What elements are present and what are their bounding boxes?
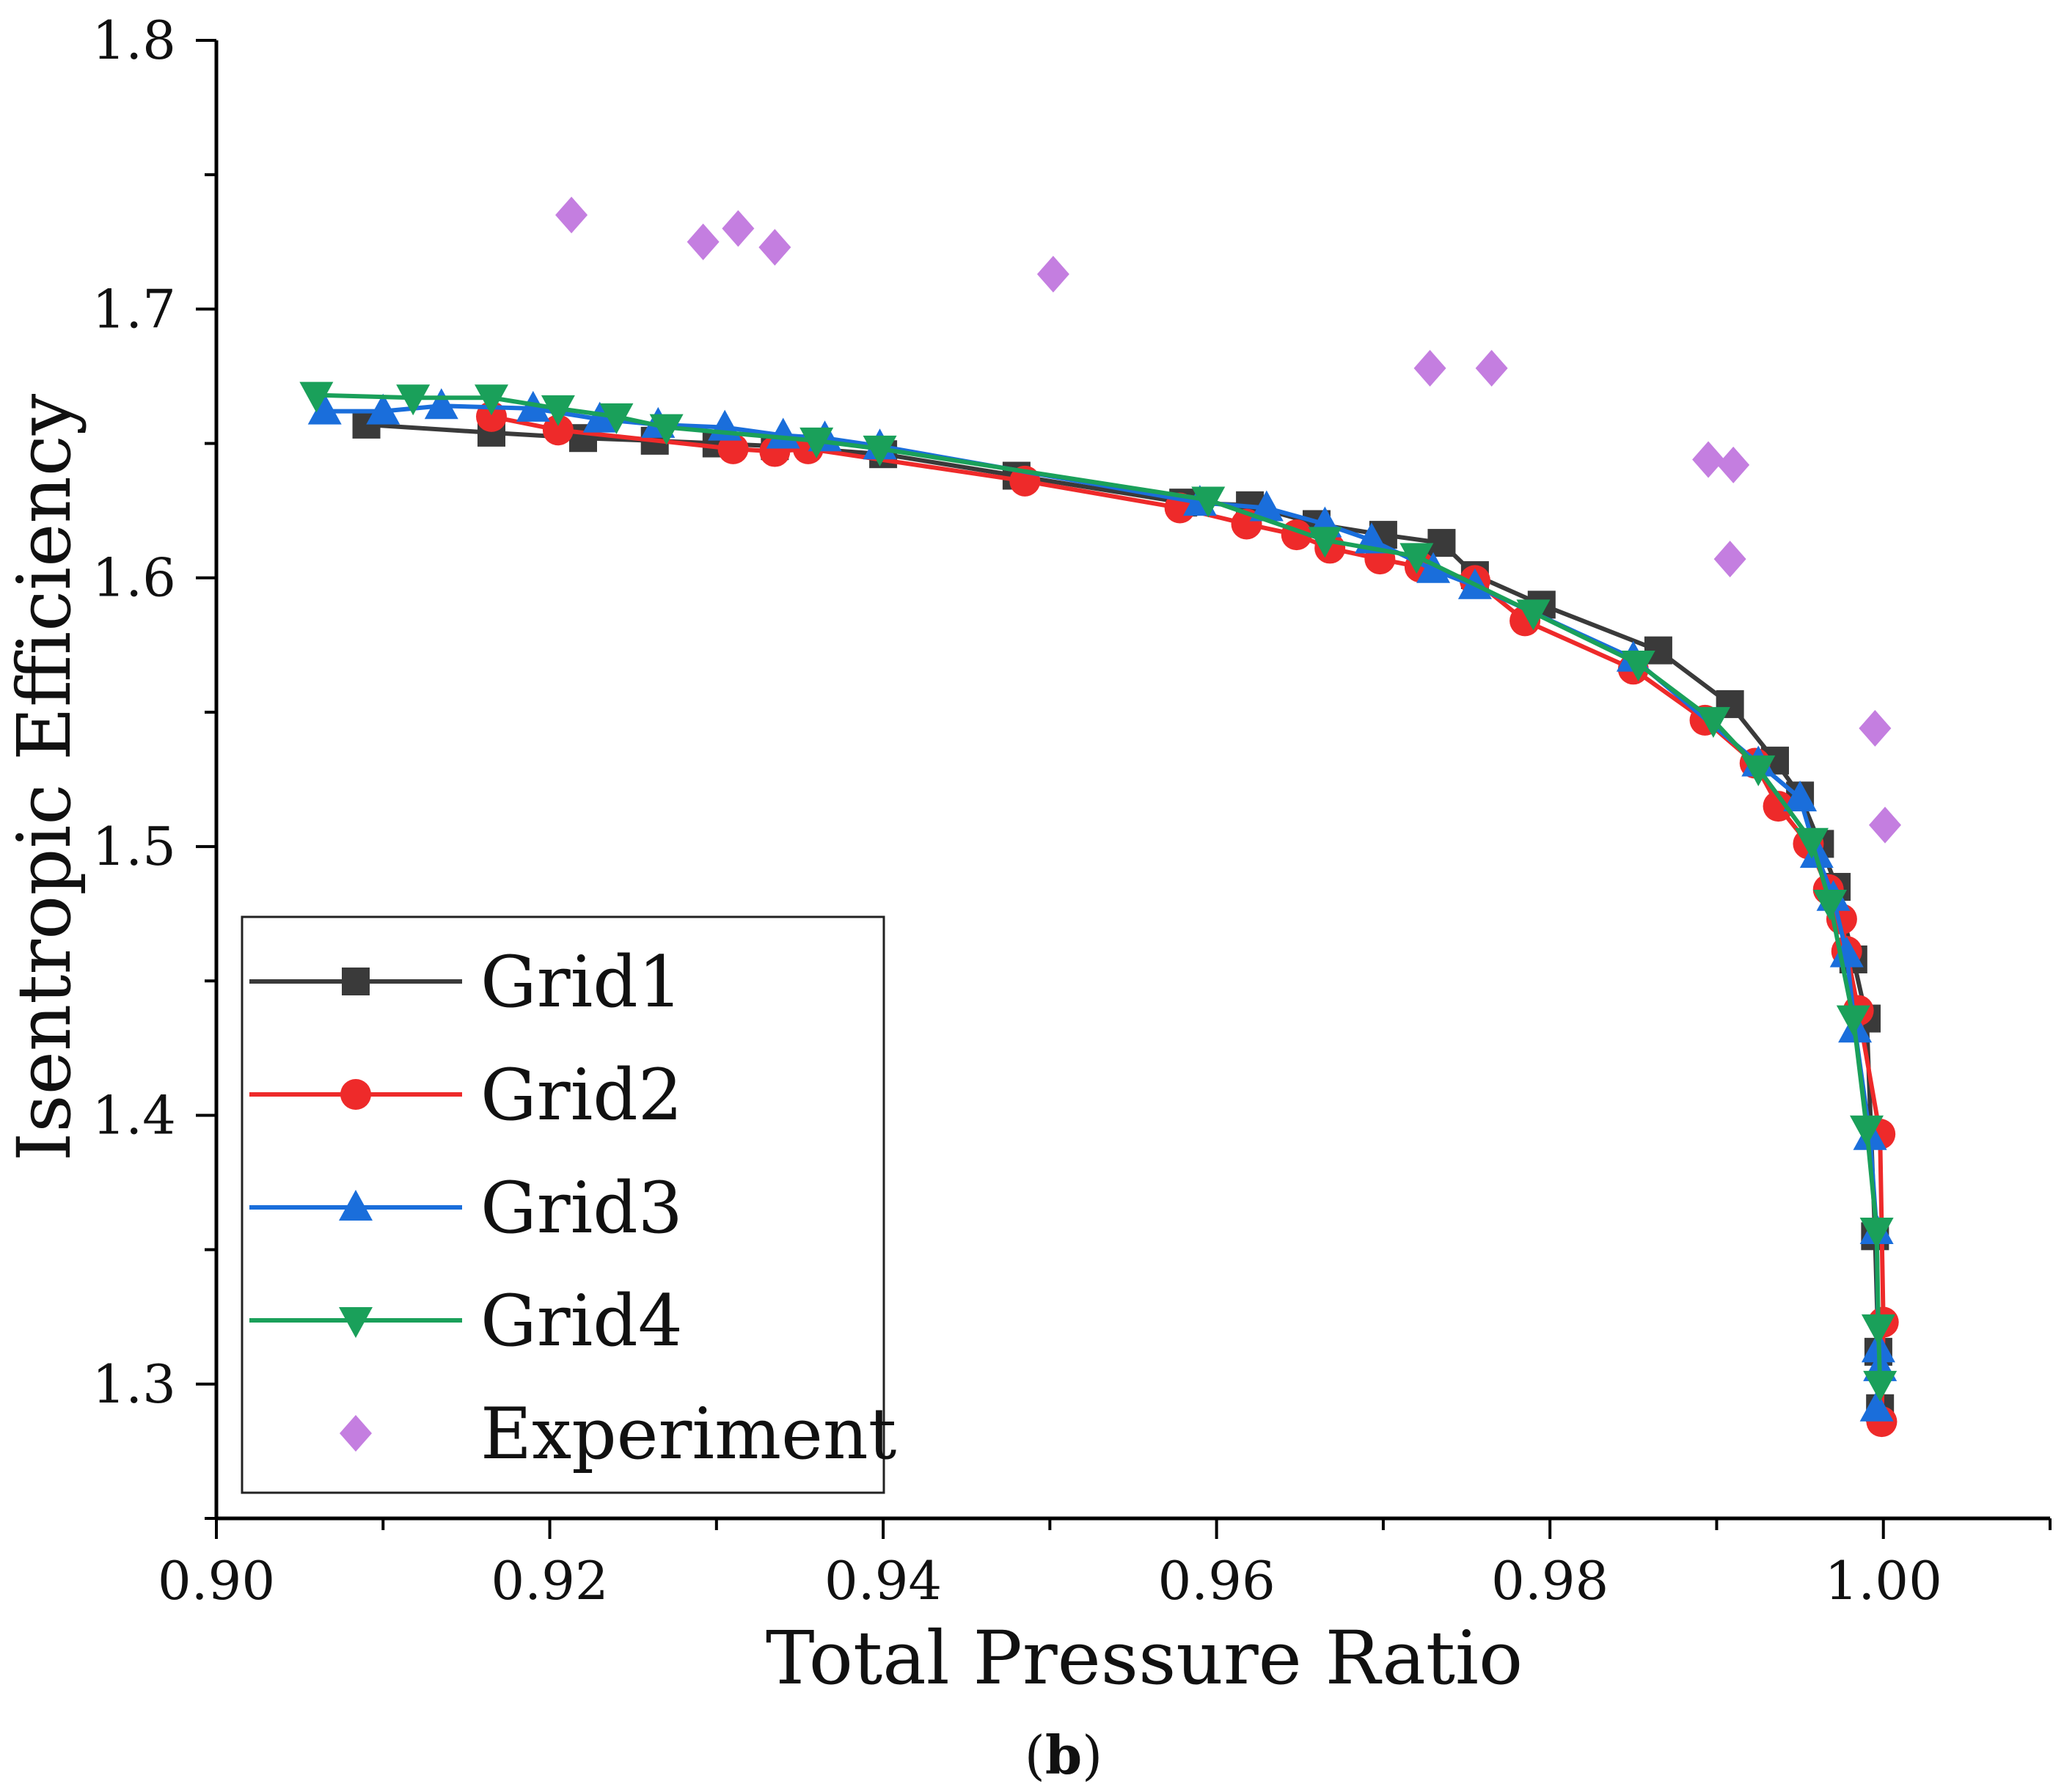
data-point-grid3: [582, 401, 617, 433]
data-point-experiment: [1413, 349, 1446, 387]
data-point-grid4: [1191, 486, 1226, 518]
data-point-grid4: [1859, 1217, 1894, 1248]
legend-marker: [339, 1307, 373, 1338]
series-experiment: [555, 197, 1901, 844]
data-point-grid4: [1836, 1005, 1870, 1036]
x-ticks: 0.90 0.92 0.94 0.96 0.98 1.00: [158, 1518, 2052, 1612]
x-tick-label: 0.90: [158, 1550, 275, 1612]
data-point-grid4: [1813, 890, 1847, 921]
data-point-experiment: [1475, 349, 1508, 387]
y-axis-title: Isentropic Efficiency: [1, 393, 87, 1161]
data-point-grid4: [599, 403, 634, 434]
legend-entry-grid1: Grid1: [249, 941, 683, 1023]
caption-letter: b: [1045, 1724, 1082, 1786]
legend-entry-grid2: Grid2: [249, 1054, 683, 1136]
x-tick-label: 1.00: [1825, 1550, 1942, 1612]
series-line-grid4: [316, 392, 1883, 1384]
data-point-grid2: [542, 414, 574, 446]
series-layer: [299, 197, 1901, 1438]
x-tick-label: 0.96: [1157, 1550, 1275, 1612]
legend: Grid1 Grid2 Grid3 Grid4 Experiment: [241, 915, 896, 1494]
y-tick-label: 1.6: [92, 547, 176, 609]
data-point-grid4: [1399, 543, 1434, 574]
data-point-grid4: [475, 384, 508, 416]
data-point-grid4: [1696, 706, 1730, 738]
legend-label: Experiment: [480, 1393, 896, 1475]
caption-close: ): [1082, 1725, 1102, 1786]
data-point-grid1: [1427, 529, 1456, 557]
data-point-grid3: [1783, 780, 1818, 812]
y-ticks: 1.3 1.4 1.5 1.6 1.7 1.8: [92, 10, 216, 1520]
x-tick-label: 0.94: [824, 1550, 942, 1612]
data-point-grid3: [1249, 490, 1284, 522]
axes: [214, 40, 2050, 1521]
data-point-grid3: [424, 388, 458, 420]
data-point-grid4: [1516, 599, 1551, 631]
legend-marker: [340, 1079, 371, 1110]
legend-marker: [340, 1415, 372, 1452]
data-point-experiment: [722, 210, 755, 247]
y-tick-label: 1.3: [92, 1353, 176, 1415]
data-point-grid4: [799, 427, 834, 458]
data-point-experiment: [1859, 709, 1892, 747]
y-tick-label: 1.7: [92, 278, 176, 340]
data-point-experiment: [758, 229, 791, 266]
data-point-grid3: [1859, 1390, 1894, 1422]
data-point-grid2: [1763, 791, 1794, 822]
data-point-grid3: [1416, 552, 1451, 583]
data-point-grid3: [366, 393, 400, 425]
data-point-grid2: [717, 433, 749, 464]
data-point-grid4: [1308, 527, 1342, 558]
legend-label: Grid1: [480, 941, 683, 1023]
x-tick-label: 0.98: [1491, 1550, 1609, 1612]
data-point-experiment: [555, 197, 588, 234]
data-point-experiment: [1036, 255, 1069, 293]
data-point-grid3: [307, 393, 342, 425]
legend-label: Grid3: [480, 1167, 683, 1249]
legend-label: Grid2: [480, 1054, 683, 1136]
data-point-experiment: [1869, 806, 1901, 844]
data-point-grid3: [1829, 936, 1864, 968]
legend-entry-grid3: Grid3: [249, 1167, 683, 1249]
x-tick-label: 0.92: [491, 1550, 608, 1612]
legend-entry-experiment: Experiment: [340, 1393, 896, 1475]
data-point-experiment: [1692, 441, 1725, 478]
data-point-grid4: [299, 381, 334, 413]
data-point-grid4: [863, 435, 897, 467]
data-point-experiment: [687, 223, 720, 260]
data-point-grid4: [1621, 650, 1655, 681]
data-point-grid4: [649, 414, 684, 445]
data-point-grid4: [1795, 827, 1829, 859]
data-point-grid4: [1861, 1314, 1895, 1345]
legend-marker: [339, 1190, 373, 1221]
y-tick-label: 1.5: [92, 816, 176, 877]
y-tick-label: 1.8: [92, 10, 176, 71]
legend-label: Grid4: [480, 1280, 683, 1362]
caption-open: (: [1025, 1725, 1045, 1786]
data-point-grid4: [396, 384, 431, 416]
legend-entry-grid4: Grid4: [249, 1280, 683, 1362]
data-point-grid4: [1863, 1370, 1898, 1402]
x-axis-title: Total Pressure Ratio: [766, 1615, 1523, 1701]
data-point-experiment: [1717, 446, 1750, 483]
legend-marker: [342, 968, 370, 995]
series-grid4: [299, 381, 1898, 1402]
y-tick-label: 1.4: [92, 1084, 176, 1146]
figure-caption: (b): [1025, 1724, 1103, 1786]
data-point-grid4: [1741, 755, 1776, 786]
data-point-grid3: [766, 417, 800, 449]
data-point-grid4: [1850, 1115, 1884, 1146]
data-point-experiment: [1713, 541, 1746, 578]
data-point-grid4: [541, 395, 575, 426]
